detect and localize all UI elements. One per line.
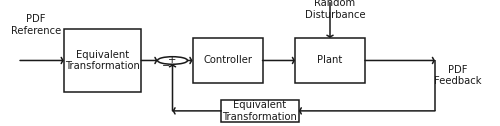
Text: Plant: Plant xyxy=(318,55,342,66)
Bar xyxy=(295,38,365,83)
Bar xyxy=(64,29,142,92)
Text: Controller: Controller xyxy=(203,55,252,66)
Text: Equivalent
Transformation: Equivalent Transformation xyxy=(222,100,298,122)
Circle shape xyxy=(158,57,188,64)
Bar xyxy=(192,38,262,83)
Text: PDF
Feedback: PDF Feedback xyxy=(434,65,481,86)
Text: +: + xyxy=(168,55,176,65)
Text: Equivalent
Transformation: Equivalent Transformation xyxy=(65,50,140,71)
Text: −: − xyxy=(162,61,170,71)
Bar xyxy=(221,100,299,122)
Text: Random
Disturbance: Random Disturbance xyxy=(304,0,366,20)
Text: PDF
Reference: PDF Reference xyxy=(11,14,61,36)
